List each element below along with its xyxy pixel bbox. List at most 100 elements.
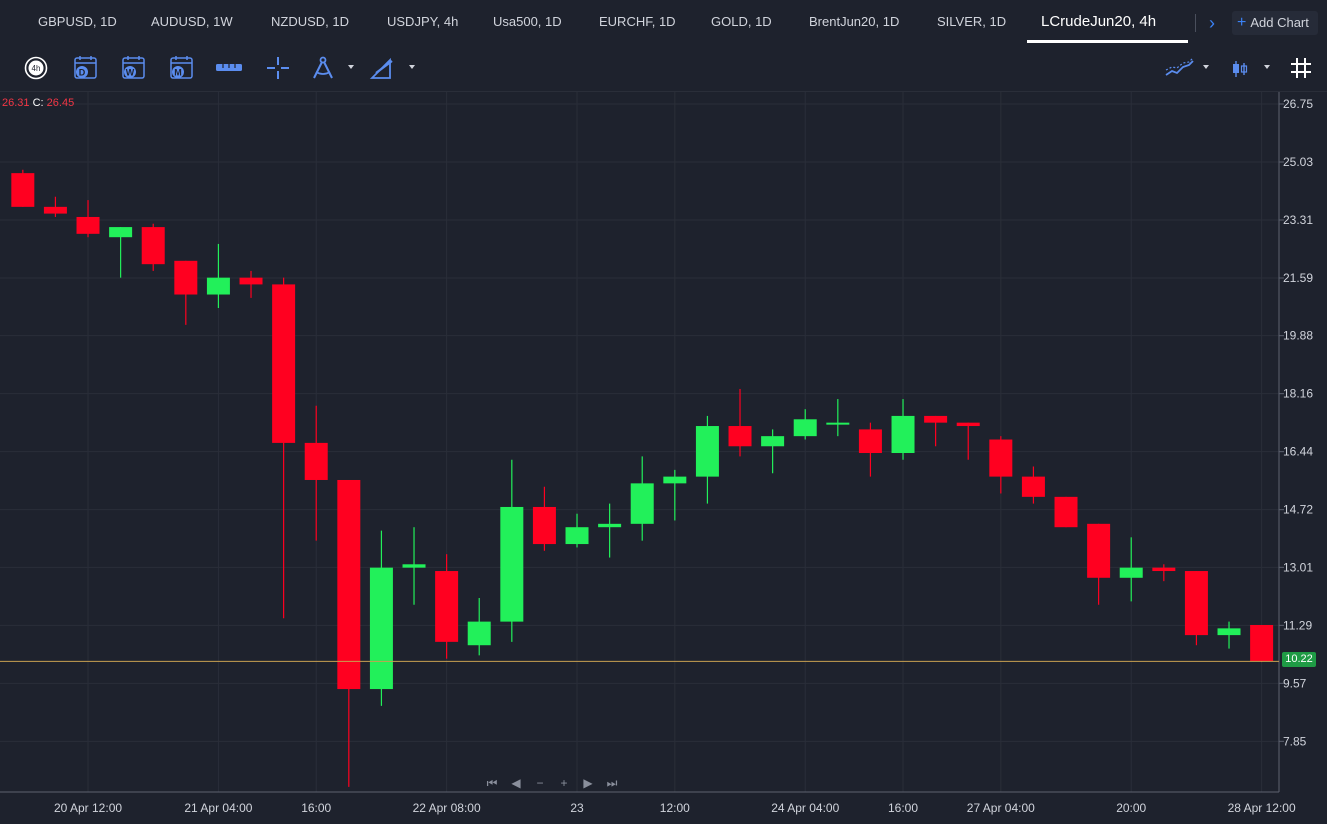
x-tick-label: 12:00 (660, 801, 690, 815)
tab-usa500[interactable]: Usa500, 1D (493, 14, 562, 29)
add-chart-label: Add Chart (1250, 15, 1309, 30)
candle-body-down (141, 227, 165, 265)
candle-body-down (304, 442, 328, 480)
indicators-icon[interactable] (1163, 53, 1195, 83)
price-chart[interactable]: 26.75 25.03 23.31 21.59 19.88 18.16 16.44 14.72… (0, 92, 1327, 824)
jump-to-end-icon[interactable]: ⏭ (606, 776, 618, 790)
y-tick-label: 21.59 (1283, 271, 1313, 285)
candle-body-down (924, 415, 948, 423)
price-axis (1279, 92, 1327, 824)
candle-body-down (1054, 496, 1078, 528)
compass-draw-icon[interactable] (309, 53, 337, 83)
candle-body-down (435, 571, 459, 642)
candle-body-down (239, 277, 263, 285)
candle-body-up (598, 523, 622, 528)
zoom-in-icon[interactable]: + (560, 776, 568, 790)
y-tick-label: 23.31 (1283, 213, 1313, 227)
candlestick-type-icon[interactable] (1228, 53, 1252, 83)
tab-divider (1195, 14, 1196, 32)
plus-icon: + (1237, 14, 1247, 31)
y-tick-label: 19.88 (1283, 329, 1313, 343)
x-tick-label: 16:00 (888, 801, 918, 815)
period-day-button[interactable]: D (72, 53, 100, 83)
period-month-button[interactable]: M (168, 53, 196, 83)
candle-body-down (272, 284, 296, 443)
legend-open-value: 26.31 (2, 97, 30, 109)
x-tick-label: 24 Apr 04:00 (771, 801, 839, 815)
interval-badge-text: 4h (32, 64, 41, 73)
tab-eurchf[interactable]: EURCHF, 1D (599, 14, 676, 29)
candle-body-up (891, 415, 915, 454)
chevron-down-icon[interactable] (1203, 65, 1209, 69)
candle-body-down (174, 260, 198, 295)
month-icon-letter: M (174, 68, 182, 78)
week-icon-letter: W (126, 68, 135, 78)
y-tick-label: 13.01 (1283, 560, 1313, 574)
y-tick-label: 9.57 (1283, 676, 1307, 690)
candle-body-up (761, 436, 785, 447)
scroll-left-icon[interactable]: ◀ (511, 776, 521, 790)
tab-lcrudejun20[interactable]: LCrudeJun20, 4h (1041, 13, 1157, 30)
interval-selector-button[interactable]: 4h (23, 53, 49, 83)
x-tick-label: 22 Apr 08:00 (413, 801, 481, 815)
candle-body-down (1152, 567, 1176, 572)
x-tick-label: 16:00 (301, 801, 331, 815)
candle-body-up (1217, 628, 1241, 636)
candle-body-down (1087, 523, 1111, 578)
candle-body-down (1250, 624, 1274, 662)
candle-body-up (663, 476, 687, 484)
legend-close-label: C: (32, 97, 44, 109)
add-chart-button[interactable]: + Add Chart (1232, 11, 1318, 35)
y-tick-label: 26.75 (1283, 97, 1313, 111)
tab-brentjun20[interactable]: BrentJun20, 1D (809, 14, 900, 29)
candle-body-down (76, 216, 100, 234)
candle-body-down (1184, 571, 1208, 636)
y-tick-label: 7.85 (1283, 734, 1307, 748)
last-price-tag: 10.22 (1282, 652, 1316, 667)
candle-body-up (402, 564, 426, 568)
candle-body-up (109, 227, 133, 238)
candle-body-down (1021, 476, 1045, 497)
tab-audusd[interactable]: AUDUSD, 1W (151, 14, 233, 29)
tab-nzdusd[interactable]: NZDUSD, 1D (271, 14, 350, 29)
jump-to-start-icon[interactable]: ⏮ (486, 776, 498, 790)
candle-body-up (793, 419, 817, 437)
candle-body-up (1119, 567, 1143, 578)
candle-body-down (43, 206, 67, 214)
measure-tool-icon[interactable] (214, 53, 244, 83)
candle-body-up (826, 422, 850, 425)
x-tick-label: 20 Apr 12:00 (54, 801, 122, 815)
candle-body-up (695, 426, 719, 477)
candle-body-up (500, 506, 524, 622)
x-tick-label: 20:00 (1116, 801, 1146, 815)
chevron-down-icon[interactable] (409, 65, 415, 69)
candle-body-down (989, 439, 1013, 477)
drawing-tools-icon[interactable] (368, 53, 398, 83)
day-icon-letter: D (79, 68, 86, 78)
period-week-button[interactable]: W (120, 53, 148, 83)
candle-body-up (206, 277, 230, 295)
candle-body-down (532, 506, 556, 545)
y-tick-label: 14.72 (1283, 503, 1313, 517)
tab-gold[interactable]: GOLD, 1D (711, 14, 772, 29)
candle-body-down (337, 479, 361, 690)
candle-body-down (956, 422, 980, 427)
plot-area (0, 92, 1279, 792)
tabs-scroll-right-button[interactable]: › (1209, 13, 1215, 33)
chart-tab-bar: GBPUSD, 1D AUDUSD, 1W NZDUSD, 1D USDJPY,… (0, 0, 1327, 46)
tab-silver[interactable]: SILVER, 1D (937, 14, 1007, 29)
tab-gbpusd[interactable]: GBPUSD, 1D (38, 14, 117, 29)
zoom-out-icon[interactable]: − (536, 776, 544, 790)
ohlc-legend: 26.31 C: 26.45 (2, 97, 74, 109)
chevron-down-icon[interactable] (1264, 65, 1270, 69)
crosshair-icon[interactable] (264, 53, 292, 83)
candle-body-up (565, 527, 589, 545)
chevron-down-icon[interactable] (348, 65, 354, 69)
tab-usdjpy[interactable]: USDJPY, 4h (387, 14, 459, 29)
grid-toggle-icon[interactable] (1288, 53, 1314, 83)
y-tick-label: 16.44 (1283, 445, 1313, 459)
chart-toolbar: 4h D W M (0, 45, 1327, 92)
scroll-right-icon[interactable]: ▶ (583, 776, 593, 790)
candle-body-up (369, 567, 393, 690)
y-tick-label: 25.03 (1283, 155, 1313, 169)
